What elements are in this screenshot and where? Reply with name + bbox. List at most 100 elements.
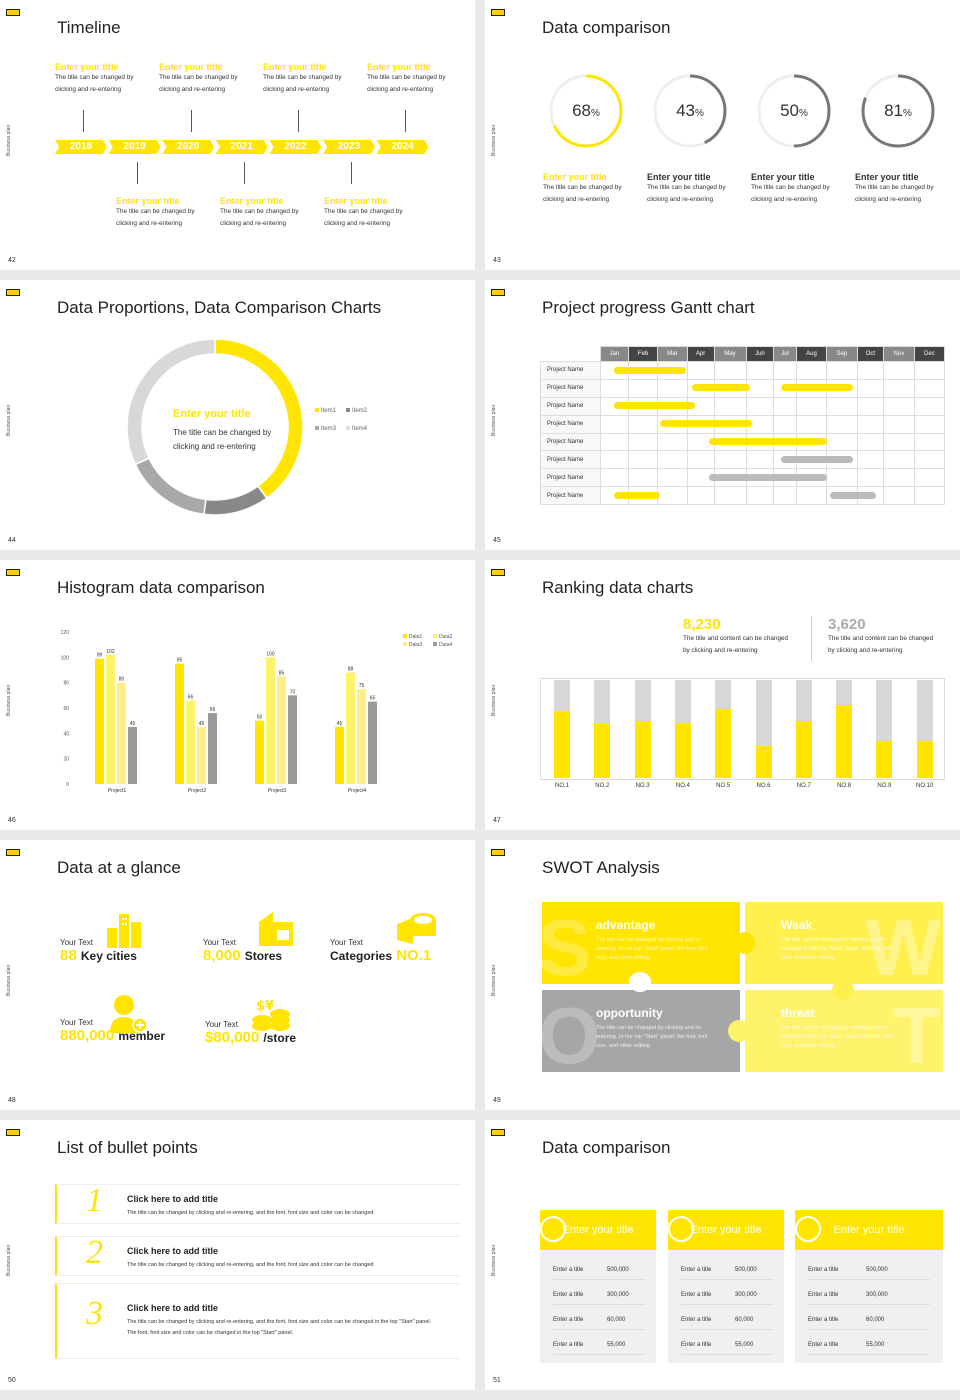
ring-arc (549, 74, 623, 148)
ranking-bar (876, 680, 893, 778)
timeline-item-bottom: Enter your title The title can be changed… (116, 196, 195, 230)
legend-swatch (315, 426, 319, 430)
gantt-cell (795, 486, 828, 506)
timeline-year: 2020 (162, 140, 215, 154)
page-number: 47 (493, 817, 501, 824)
ranking-bar (634, 680, 651, 778)
data-card-row-label: Enter a title (553, 1267, 584, 1273)
glance-unit: Categories (330, 949, 393, 963)
ranking-label: NO.6 (756, 783, 771, 789)
gantt-cell (627, 414, 659, 434)
gantt-cell (795, 361, 828, 380)
data-card-row-value: 60,000 (735, 1317, 754, 1323)
data-card-row-label: Enter a title (808, 1267, 839, 1273)
gantt-cell (713, 396, 747, 416)
page-number: 45 (493, 537, 501, 544)
legend-item: Item2 (346, 408, 367, 414)
gantt-row-label: Project Name (540, 450, 601, 470)
gantt-cell (913, 414, 946, 434)
swot-heading: opportunity (596, 1006, 663, 1020)
gantt-row-label: Project Name (540, 361, 601, 380)
ranking-bar (836, 680, 853, 778)
gantt-cell (826, 396, 858, 416)
glance-value: $80,000 (205, 1029, 260, 1046)
bar-data4 (368, 701, 377, 784)
ring-value: 68% (547, 101, 625, 121)
gantt-row: Project Name (540, 486, 946, 506)
side-label: Business plan (6, 1244, 12, 1276)
bar-value-label: 65 (370, 696, 376, 702)
timeline-connector (137, 162, 138, 184)
timeline-item-top: Enter your title The title can be changed… (263, 62, 342, 96)
bullet-heading: Click here to add title (127, 1303, 219, 1313)
gantt-cell (856, 450, 885, 470)
ranking-bar-fill (755, 745, 772, 778)
data-card-row-label: Enter a title (681, 1342, 712, 1348)
card-icon (540, 1216, 566, 1242)
gantt-cell (856, 432, 885, 452)
coins-icon: $¥ (252, 999, 290, 1031)
ranking-label: NO.7 (796, 783, 811, 789)
data-card-row-value: 60,000 (866, 1317, 885, 1323)
gantt-cell (856, 361, 885, 380)
timeline-item-text: clicking and re-entering (220, 220, 287, 227)
glance-label: Your Text (330, 938, 363, 947)
ring-graphic (549, 74, 623, 148)
gantt-row: Project Name (540, 361, 946, 380)
gantt-cell (826, 414, 858, 434)
slide-title: Project progress Gantt chart (542, 298, 755, 317)
data-card-row-label: Enter a title (681, 1292, 712, 1298)
swot-heading: advantage (596, 918, 656, 932)
swot-heading: Weak (781, 918, 813, 932)
gantt-row-label: Project Name (540, 486, 601, 506)
data-card-title: Enter your title (562, 1224, 634, 1236)
page-number: 51 (493, 1377, 501, 1384)
ring-caption-text: The title can be changed by (751, 184, 830, 191)
gantt-cell (773, 414, 797, 434)
ranking-bar (715, 680, 732, 778)
timeline-connector (351, 162, 352, 184)
bullet-heading: Click here to add title (127, 1246, 219, 1256)
slide-histogram: Business plan Histogram data comparison … (0, 560, 475, 830)
ring-percent-sign: % (591, 108, 600, 119)
swot-letter: W (865, 903, 941, 985)
percent-ring: 50% (755, 72, 833, 150)
bullet-frame (55, 1184, 460, 1224)
ranking-bar-fill (554, 711, 570, 778)
page-number: 42 (8, 257, 16, 264)
glance-label: Your Text (60, 938, 93, 947)
x-tick-label: Project1 (108, 788, 127, 794)
data-card-row: Enter a title 500,000 (553, 1262, 645, 1280)
y-tick-label: 120 (61, 630, 70, 636)
swot-heading: threat (781, 1006, 815, 1020)
slide-data-cards: Business plan Data comparison Enter your… (485, 1120, 960, 1390)
timeline-item-text: clicking and re-entering (55, 86, 122, 93)
slide-title: Timeline (57, 18, 121, 37)
gantt-cell (657, 486, 688, 506)
gantt-bar (614, 402, 695, 410)
gantt-cell (686, 450, 715, 470)
ring-caption-text: clicking and re-entering (855, 196, 922, 203)
store-icon (259, 912, 293, 946)
timeline-item-text: The title can be changed by (263, 74, 342, 81)
slide-title: SWOT Analysis (542, 858, 660, 877)
gantt-month: Dec (913, 346, 946, 362)
stat-text: by clicking and re-entering (683, 647, 758, 654)
data-card-row-label: Enter a title (808, 1317, 839, 1323)
donut-chart (126, 338, 304, 516)
ring-arc (757, 74, 831, 148)
data-card-row: Enter a title 500,000 (808, 1262, 930, 1280)
gantt-row-label: Project Name (540, 378, 601, 398)
data-card-row: Enter a title 55,000 (553, 1337, 645, 1355)
ranking-bar-fill (634, 721, 651, 778)
bar-data1 (255, 720, 264, 784)
logo (6, 9, 20, 16)
ring-caption-text: The title can be changed by (647, 184, 726, 191)
gantt-cell (657, 378, 688, 398)
timeline-year: 2018 (55, 140, 107, 154)
gantt-month: Aug (795, 346, 828, 362)
side-label: Business plan (491, 964, 497, 996)
ring-caption: Enter your title The title can be changed… (647, 172, 726, 206)
slide-title: List of bullet points (57, 1138, 198, 1157)
